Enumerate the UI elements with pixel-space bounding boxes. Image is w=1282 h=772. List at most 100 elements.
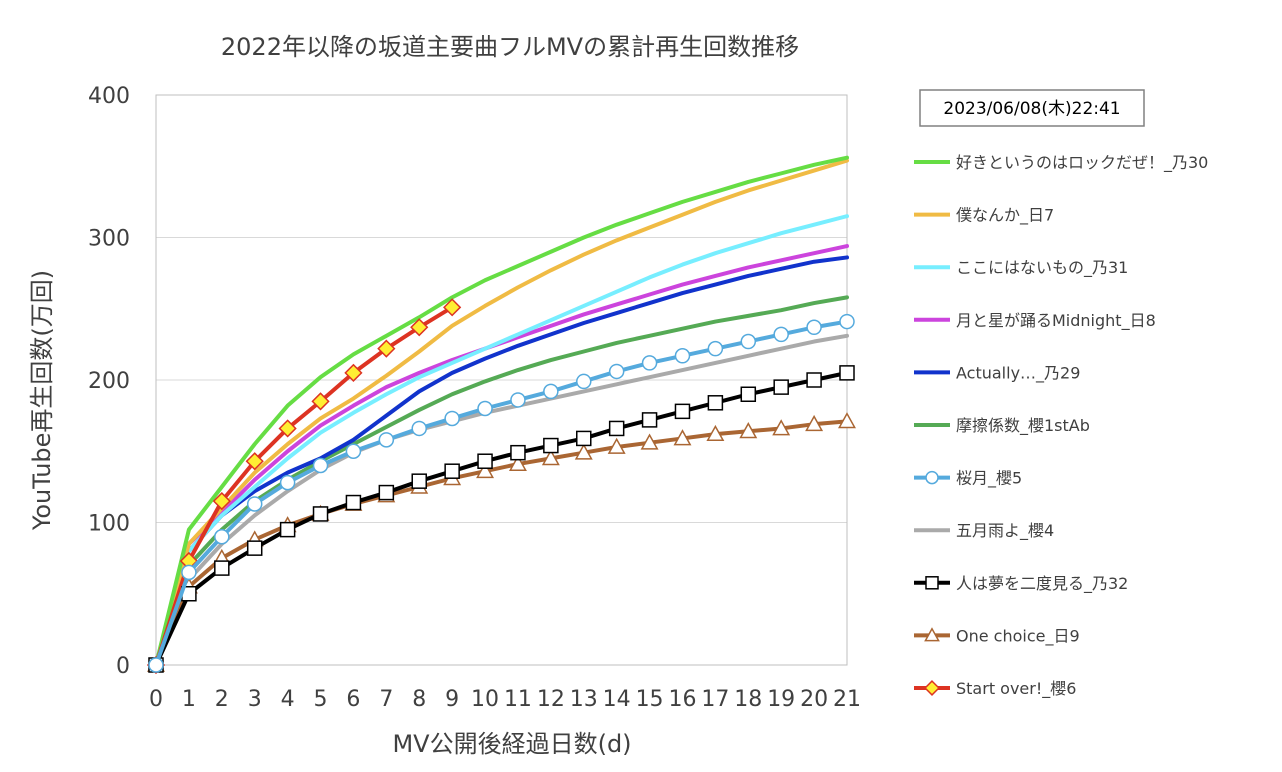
data-point-diamond (377, 339, 396, 358)
data-point-circle (279, 474, 296, 491)
data-point-square (510, 444, 526, 461)
x-tick-label: 20 (800, 687, 828, 712)
y-tick-label: 100 (88, 512, 130, 537)
series-7 (154, 333, 849, 667)
data-point-triangle (772, 419, 791, 436)
y-axis-ticks: 0 100 200 300 400 (88, 84, 130, 679)
series-1 (154, 158, 849, 667)
series-line (154, 319, 849, 667)
y-tick-label: 400 (88, 84, 130, 109)
x-tick-label: 1 (182, 687, 196, 712)
data-point-triangle (924, 627, 940, 642)
data-point-circle (740, 333, 757, 350)
data-point-circle (246, 496, 263, 512)
legend-item: ここにはないもの_乃31 (914, 258, 1128, 278)
data-point-circle (378, 432, 395, 448)
data-point-circle (707, 340, 724, 357)
x-axis-ticks: 0 1 2 3 4 5 6 7 8 9 10 11 12 13 14 15 16 17 18 19 20 21 (149, 687, 861, 712)
series-line (154, 333, 849, 667)
data-point-circle (345, 443, 362, 459)
gridlines (156, 237, 847, 523)
series-5 (154, 295, 849, 667)
data-point-square (411, 473, 427, 489)
legend-label: 桜月_櫻5 (956, 469, 1022, 489)
data-point-circle (543, 383, 559, 400)
chart-title: 2022年以降の坂道主要曲フルMVの累計再生回数推移 (221, 33, 799, 61)
data-point-triangle (805, 414, 824, 432)
data-point-diamond (410, 318, 429, 337)
x-tick-label: 7 (379, 687, 393, 712)
legend-label: One choice_日9 (956, 626, 1080, 646)
data-point-circle (576, 373, 592, 390)
x-tick-label: 4 (281, 687, 295, 712)
data-point-triangle (739, 422, 758, 439)
y-tick-label: 0 (116, 654, 130, 679)
series-layer (146, 155, 856, 675)
data-point-diamond (924, 680, 940, 696)
y-tick-label: 200 (88, 369, 130, 394)
legend-item: One choice_日9 (914, 626, 1080, 646)
data-point-square (444, 463, 460, 479)
series-8 (148, 365, 855, 673)
legend-item: 桜月_櫻5 (914, 469, 1022, 489)
series-line (154, 255, 849, 667)
legend-label: Start over!_櫻6 (956, 679, 1076, 699)
x-axis-label: MV公開後経過日数(d) (392, 730, 631, 758)
legend-item: Start over!_櫻6 (914, 679, 1076, 699)
data-point-square (806, 372, 822, 388)
series-4 (154, 255, 849, 667)
data-point-square (674, 403, 691, 420)
data-point-triangle (476, 461, 495, 479)
x-tick-label: 0 (149, 687, 163, 712)
series-line (154, 155, 849, 667)
x-tick-label: 14 (603, 687, 631, 712)
data-point-circle (839, 313, 855, 330)
series-line (154, 419, 849, 667)
x-tick-label: 11 (504, 687, 532, 712)
x-tick-label: 17 (701, 687, 729, 712)
x-tick-label: 5 (314, 687, 328, 712)
data-point-circle (181, 564, 197, 581)
legend-item: 五月雨よ_櫻4 (914, 521, 1054, 541)
y-axis-label: YouTube再生回数(万回) (28, 270, 56, 531)
data-point-square (641, 412, 658, 428)
legend-label: 月と星が踊るMidnight_日8 (956, 311, 1156, 331)
legend-item: 好きというのはロックだぜ！_乃30 (914, 153, 1208, 173)
series-line (154, 305, 455, 667)
data-point-square (246, 540, 263, 556)
series-6 (148, 313, 855, 673)
data-point-circle (806, 319, 822, 336)
legend-label: 摩擦係数_櫻1stAb (956, 416, 1090, 436)
series-line (154, 214, 849, 667)
data-point-circle (411, 420, 427, 437)
series-10 (146, 298, 462, 675)
legend-label: ここにはないもの_乃31 (956, 258, 1128, 278)
legend-item: 僕なんか_日7 (914, 206, 1054, 226)
x-tick-label: 12 (537, 687, 565, 712)
series-line (154, 295, 849, 667)
x-tick-label: 18 (734, 687, 762, 712)
timestamp-box: 2023/06/08(木)22:41 (919, 89, 1145, 127)
data-point-square (543, 437, 559, 454)
data-point-triangle (838, 412, 856, 429)
data-point-square (378, 484, 395, 501)
legend-label: 五月雨よ_櫻4 (956, 521, 1054, 541)
timestamp-text: 2023/06/08(木)22:41 (943, 99, 1120, 119)
legend-item: 摩擦係数_櫻1stAb (914, 416, 1090, 436)
series-line (154, 370, 849, 667)
data-point-square (214, 560, 230, 576)
data-point-square (608, 420, 625, 437)
data-point-circle (510, 392, 526, 408)
data-point-triangle (607, 437, 626, 454)
data-point-triangle (640, 433, 659, 450)
data-point-square (279, 521, 296, 538)
series-line (154, 158, 849, 667)
data-point-square (312, 506, 329, 522)
legend-item: 月と星が踊るMidnight_日8 (914, 311, 1156, 331)
legend-item: 人は夢を二度見る_乃32 (914, 574, 1128, 594)
data-point-square (576, 430, 592, 447)
data-point-circle (925, 470, 939, 485)
data-point-square (740, 386, 757, 402)
x-tick-label: 3 (248, 687, 262, 712)
series-2 (154, 214, 849, 667)
